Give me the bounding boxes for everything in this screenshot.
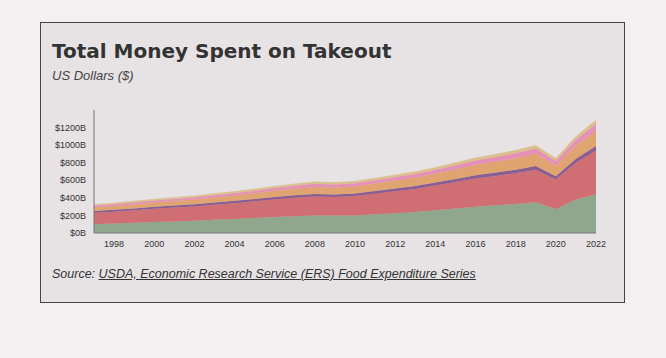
svg-text:2016: 2016 — [466, 239, 486, 249]
svg-text:2014: 2014 — [425, 239, 445, 249]
svg-text:$1000B: $1000B — [55, 140, 86, 150]
svg-text:2000: 2000 — [144, 239, 164, 249]
svg-text:$200B: $200B — [60, 211, 86, 221]
svg-text:2008: 2008 — [305, 239, 325, 249]
svg-text:1998: 1998 — [104, 239, 124, 249]
svg-text:2002: 2002 — [184, 239, 204, 249]
html-text:Total Money Spent on Takeout: Total Money Spent on Takeout — [52, 39, 392, 63]
html-text:US Dollars ($): US Dollars ($) — [52, 68, 134, 83]
svg-text:$600B: $600B — [60, 175, 86, 185]
svg-text:2020: 2020 — [546, 239, 566, 249]
svg-text:2022: 2022 — [586, 239, 606, 249]
html-text:Source: USDA, Economic Researc: Source: USDA, Economic Research Service … — [52, 267, 476, 281]
svg-text:2018: 2018 — [506, 239, 526, 249]
svg-text:2012: 2012 — [385, 239, 405, 249]
svg-text:$0B: $0B — [70, 228, 86, 238]
svg-text:2006: 2006 — [265, 239, 285, 249]
svg-text:$1200B: $1200B — [55, 123, 86, 133]
svg-text:$800B: $800B — [60, 158, 86, 168]
svg-text:2004: 2004 — [225, 239, 245, 249]
svg-text:$400B: $400B — [60, 193, 86, 203]
svg-text:2010: 2010 — [345, 239, 365, 249]
